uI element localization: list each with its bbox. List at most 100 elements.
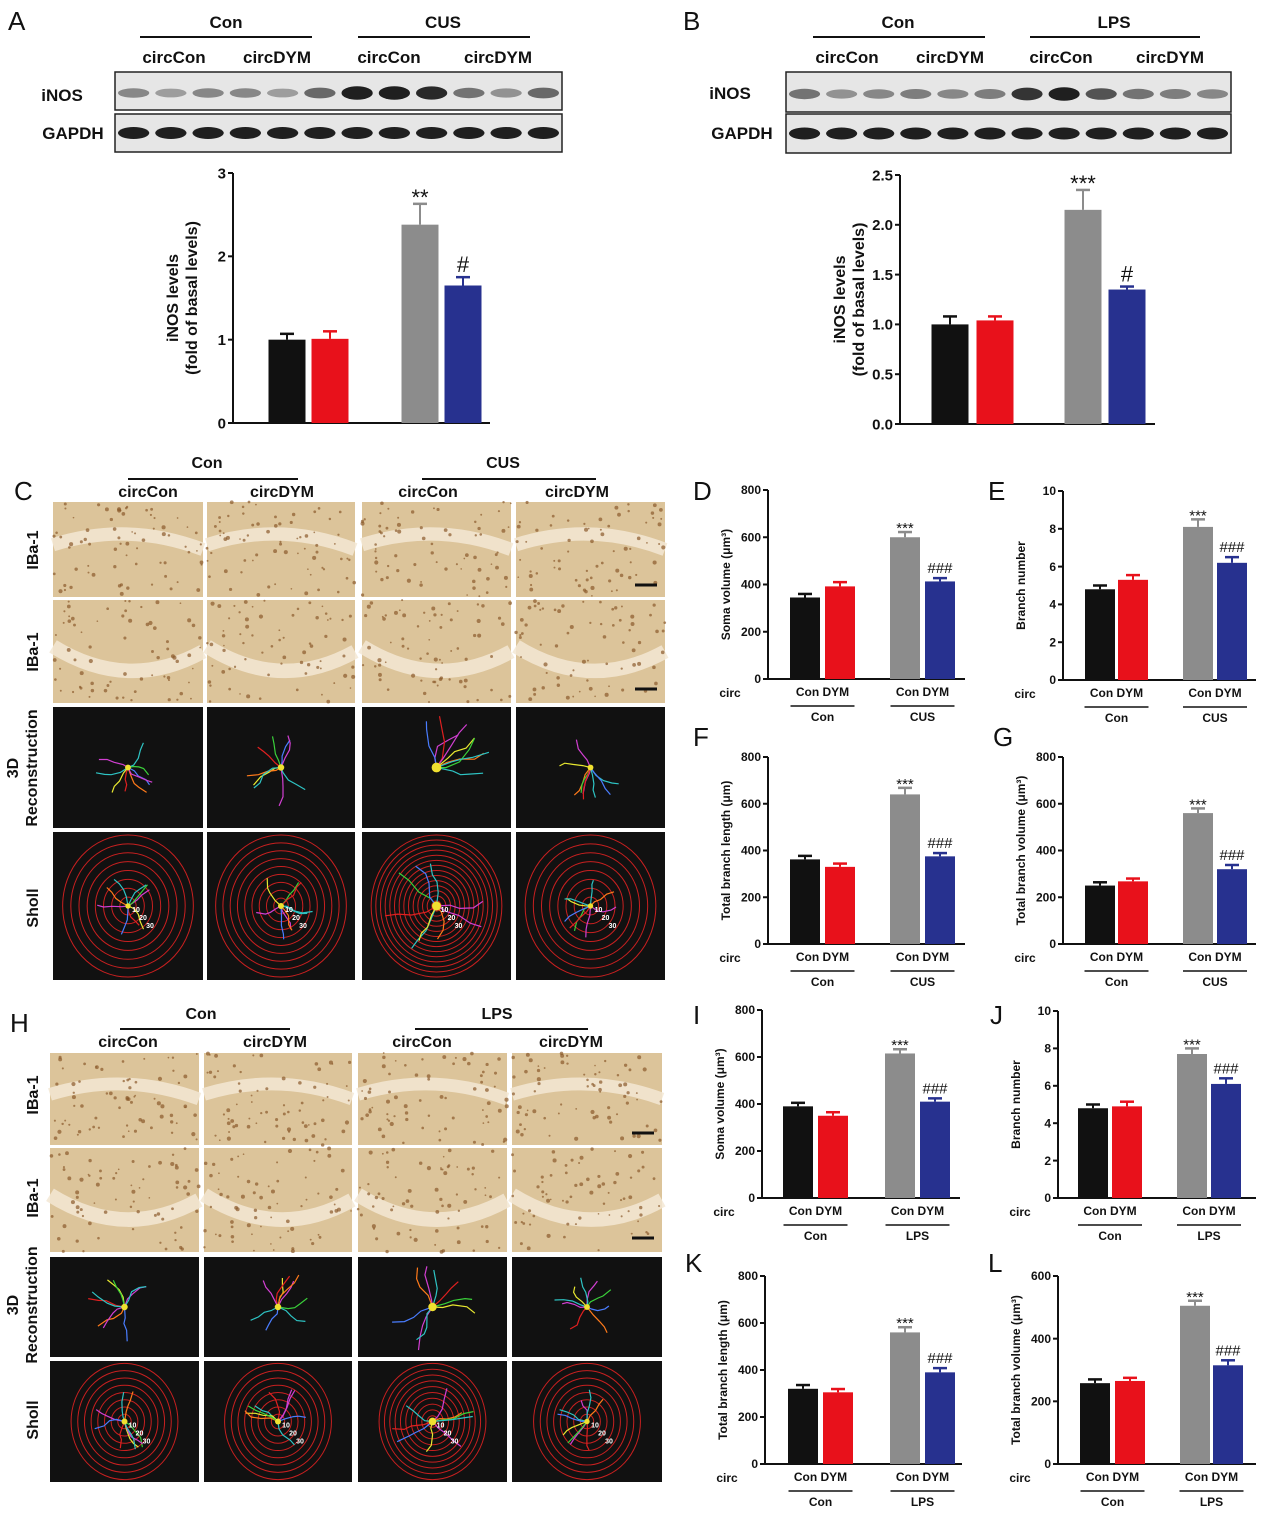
microglia-cell	[279, 1236, 282, 1239]
microglia-cell	[221, 634, 226, 638]
significance-marker: ###	[927, 1350, 953, 1367]
microglia-cell	[183, 1074, 188, 1079]
microglia-cell	[254, 1182, 259, 1186]
x-group-label: Con	[809, 1495, 832, 1509]
y-tick-label: 8	[1044, 1042, 1051, 1056]
microglia-cell	[428, 700, 431, 703]
microglia-cell	[217, 604, 222, 608]
microglia-cell	[270, 1243, 272, 1245]
microglia-cell	[410, 510, 415, 514]
sholl-ring	[215, 834, 347, 978]
microglia-cell	[66, 647, 71, 652]
microglia-cell	[314, 1062, 319, 1066]
microglia-cell	[152, 527, 155, 530]
process-branch	[278, 767, 284, 807]
microglia-cell	[447, 1148, 452, 1153]
sholl-ring	[237, 1377, 319, 1466]
microglia-cell	[629, 561, 632, 564]
microglia-cell	[151, 674, 154, 677]
microglia-cell	[97, 1126, 101, 1129]
image-row-label: IBa-1	[25, 530, 42, 569]
sholl-ring	[389, 1374, 476, 1469]
process-branch	[124, 1420, 143, 1448]
microglia-cell	[401, 599, 404, 602]
micrograph-iba1	[46, 1147, 203, 1253]
microglia-cell	[472, 1140, 476, 1144]
sholl-ring	[533, 1362, 641, 1481]
microglia-cell	[91, 572, 96, 577]
process-branch	[280, 905, 285, 940]
microglia-cell	[374, 1195, 379, 1200]
sholl-ring	[270, 1413, 286, 1430]
blot-band	[1196, 89, 1229, 99]
microglia-cell	[564, 1164, 568, 1167]
x-category-label: Con DYM	[1182, 1204, 1235, 1218]
microglia-cell	[170, 1120, 174, 1124]
microglia-cell	[382, 1055, 386, 1060]
microglia-cell	[259, 1053, 264, 1058]
micrograph-iba1	[354, 1147, 511, 1254]
microglia-cell	[428, 638, 431, 641]
microglia-cell	[416, 625, 420, 628]
microglia-cell	[615, 568, 620, 573]
microglia-cell	[551, 1150, 556, 1154]
blot-band	[1085, 88, 1117, 100]
process-branch	[123, 1306, 128, 1342]
microglia-cell	[645, 1230, 648, 1234]
microglia-cell	[191, 623, 196, 628]
significance-marker: ***	[1186, 1289, 1204, 1306]
microglia-cell	[320, 1118, 325, 1123]
3d-reconstruction-image	[204, 1257, 352, 1357]
microglia-cell	[141, 1119, 146, 1124]
process-branch	[268, 1391, 281, 1422]
microglia-cell	[272, 1249, 275, 1251]
microglia-cell	[541, 1180, 544, 1184]
microglia-cell	[230, 1220, 234, 1224]
microglia-cell	[432, 507, 435, 510]
y-tick-label: 400	[741, 578, 761, 592]
microglia-cell	[393, 610, 398, 615]
microglia-cell	[153, 1097, 156, 1100]
bar	[268, 339, 306, 423]
blot-band	[527, 87, 560, 99]
blot-band	[378, 127, 411, 139]
microglia-cell	[386, 1099, 391, 1104]
microglia-cell	[413, 1237, 418, 1242]
microglia-cell	[99, 1176, 103, 1180]
blot-row-label-inos: iNOS	[41, 86, 83, 105]
blot-lane-label: circCon	[1029, 48, 1092, 67]
granule-layer	[202, 1077, 355, 1106]
microglia-cell	[623, 1094, 627, 1098]
microglia-cell	[541, 1190, 545, 1194]
microglia-cell	[221, 670, 226, 674]
microglia-cell	[196, 550, 198, 552]
microglia-cell	[556, 683, 561, 687]
granule-layer	[354, 1188, 511, 1227]
microglia-cell	[241, 505, 245, 509]
image-column-label: circDYM	[250, 484, 314, 501]
microglia-cell	[440, 613, 443, 616]
process-branch	[559, 1409, 588, 1423]
sholl-radius-label: 20	[448, 915, 456, 922]
microglia-cell	[520, 632, 524, 635]
blot-band	[453, 127, 485, 139]
x-category-label: Con DYM	[1086, 1470, 1139, 1484]
microglia-cell	[383, 535, 386, 538]
process-branch	[432, 1415, 473, 1423]
panel-letter-K: K	[685, 1248, 703, 1278]
microglia-cell	[436, 507, 440, 512]
microglia-cell	[75, 1205, 80, 1210]
microglia-cell	[474, 520, 477, 524]
microglia-cell	[62, 1166, 65, 1169]
bar	[444, 285, 482, 423]
microglia-cell	[186, 1192, 190, 1196]
microglia-cell	[170, 654, 175, 659]
microglia-cell	[646, 1232, 650, 1236]
process-branch	[250, 1306, 279, 1321]
microglia-cell	[196, 1184, 201, 1189]
microglia-cell	[171, 1153, 175, 1157]
microglia-cell	[240, 1194, 245, 1199]
microglia-cell	[490, 688, 493, 692]
microglia-cell	[620, 1215, 623, 1218]
